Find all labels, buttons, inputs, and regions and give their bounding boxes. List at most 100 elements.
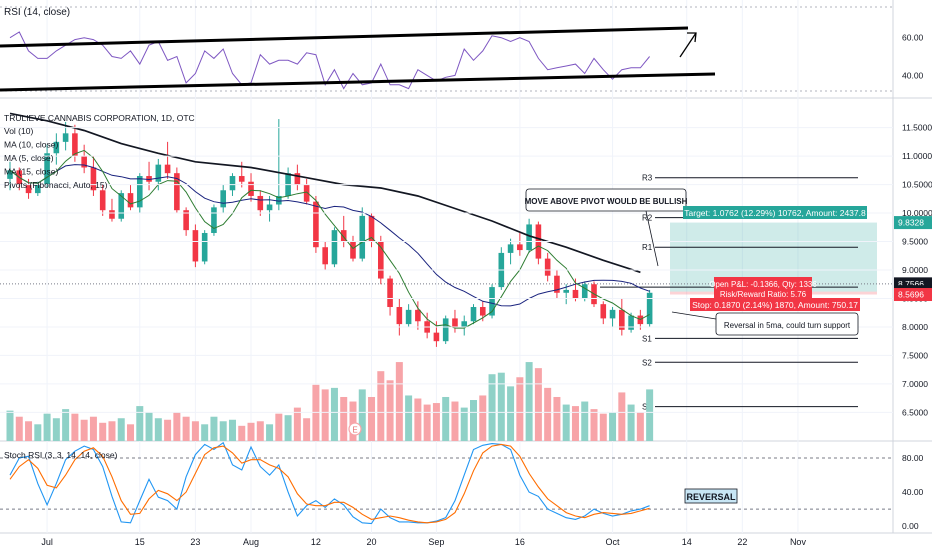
candle-body (433, 332, 440, 342)
volume-bar (293, 407, 301, 441)
symbol-title[interactable]: TRULIEVE CANNABIS CORPORATION, 1D, OTC (4, 113, 195, 123)
volume-bar (562, 404, 570, 441)
candle-body (322, 247, 328, 265)
candle-body (99, 190, 106, 211)
candle-body (109, 210, 115, 219)
rsi-arrow-icon[interactable] (679, 32, 697, 58)
rsi-panel[interactable]: 60.00 40.00 RSI (14, close) (0, 6, 924, 92)
volume-bar (182, 416, 190, 441)
earnings-marker-label: E (352, 426, 357, 435)
time-tick-label: Jul (41, 537, 53, 547)
volume-bar (507, 386, 515, 441)
pivot-label: S2 (642, 358, 652, 367)
volume-bar (6, 410, 14, 441)
volume-bar (599, 413, 607, 441)
candle-body (229, 176, 236, 191)
volume-bar (71, 413, 79, 441)
price-panel[interactable]: R3R2R1S1S2S3 11.500011.000010.500010.000… (0, 112, 932, 441)
pnl-label-box[interactable]: Open P&L: -0.1366, Qty: 1336 Risk/Reward… (709, 277, 817, 299)
volume-bar (321, 389, 329, 441)
candle-body (572, 289, 579, 299)
pnl-label: Open P&L: -0.1366, Qty: 1336 (709, 280, 817, 289)
volume-bar (340, 396, 348, 441)
candle-body (378, 241, 384, 279)
candle-body (248, 181, 254, 196)
candle-body (340, 230, 347, 242)
legend-entry: Pivots (Fibonacci, Auto, 15) (4, 180, 108, 190)
stoch-axis-label: 40.00 (902, 487, 924, 497)
candle-body (563, 289, 569, 293)
candle-body (146, 176, 152, 182)
volume-bar (330, 387, 338, 441)
price-axis-label: 11.5000 (902, 123, 932, 133)
stop-label-box[interactable]: Stop: 0.1870 (2.14%) 1870, Amount: 750.1… (690, 298, 860, 311)
candle-body (526, 224, 532, 251)
time-tick-label: Oct (606, 537, 621, 547)
rsi-upper-trendline[interactable] (0, 26, 689, 48)
price-axis-label: 11.0000 (902, 151, 932, 161)
pivot-levels: R3R2R1S1S2S3 (600, 174, 858, 412)
price-axis-label: 8.0000 (902, 322, 928, 332)
volume-bar (173, 412, 181, 441)
candle-body (53, 141, 60, 154)
candle-body (81, 156, 87, 168)
volume-bar (127, 424, 135, 441)
time-tick-label: 22 (737, 537, 747, 547)
indicator-legend[interactable]: Vol (10) MA (10, close) MA (5, close) MA (1… (4, 126, 108, 190)
callout-pivot-bullish[interactable]: MOVE ABOVE PIVOT WOULD BE BULLISH (525, 188, 688, 267)
volume-bar (590, 409, 598, 441)
volume-bar (544, 387, 552, 441)
rsi-lower-trendline[interactable] (0, 72, 716, 92)
rr-label: Risk/Reward Ratio: 5.76 (720, 290, 807, 299)
reversal-badge[interactable]: REVERSAL (684, 488, 738, 504)
volume-bar (52, 418, 60, 441)
stoch-rsi-panel[interactable]: 80.00 40.00 0.00 Stoch RSI (3, 3, 14, 14, … (0, 441, 924, 531)
candle-body (35, 184, 41, 194)
candle-body (72, 133, 78, 157)
earnings-marker[interactable]: E (348, 422, 362, 436)
target-label-box[interactable]: Target: 1.0762 (12.29%) 10762, Amount: 2… (683, 206, 867, 219)
volume-bar (451, 401, 459, 441)
pivot-label: R3 (642, 174, 653, 183)
volume-bar (488, 374, 496, 441)
volume-bar (368, 396, 376, 441)
stoch-d-line (9, 443, 650, 524)
rsi-label[interactable]: RSI (14, close) (4, 7, 70, 18)
volume-bar (219, 421, 227, 441)
volume-bar (303, 418, 311, 441)
candle-body (619, 309, 625, 330)
stop-label: Stop: 0.1870 (2.14%) 1870, Amount: 750.1… (692, 300, 858, 310)
volume-bar (405, 395, 413, 441)
candle-body (155, 164, 162, 182)
volume-bar (89, 416, 97, 441)
stoch-label[interactable]: Stoch RSI (3, 3, 14, 14, close) (4, 450, 118, 460)
price-tag-label: 8.7566 (898, 279, 924, 289)
price-tag-label: 9.8328 (898, 218, 924, 228)
target-label: Target: 1.0762 (12.29%) 10762, Amount: 2… (684, 208, 866, 218)
volume-bar (553, 396, 561, 441)
volume-bar (275, 413, 283, 441)
volume-bar (62, 409, 70, 441)
price-axis-label: 7.5000 (902, 350, 928, 360)
price-axis-label: 9.5000 (902, 237, 928, 247)
candle-body (368, 215, 375, 242)
volume-bar (256, 421, 264, 441)
candle-body (238, 176, 245, 182)
price-tag-label: 8.5696 (898, 290, 924, 300)
price-axis-label: 9.0000 (902, 265, 928, 275)
volume-bar (99, 422, 107, 441)
candle-body (415, 309, 421, 322)
volume-bar (145, 412, 153, 441)
candle-body (303, 184, 310, 202)
candle-body (507, 244, 514, 253)
candle-body (220, 190, 227, 208)
callout-reversal-5ma[interactable]: Reversal in 5ma, could turn support (671, 311, 859, 336)
volume-bar (377, 371, 385, 441)
volume-bar (154, 418, 162, 441)
time-tick-label: Aug (243, 537, 259, 547)
volume-bar (228, 419, 236, 441)
candle-body (452, 318, 458, 327)
price-axis-label: 7.0000 (902, 379, 928, 389)
